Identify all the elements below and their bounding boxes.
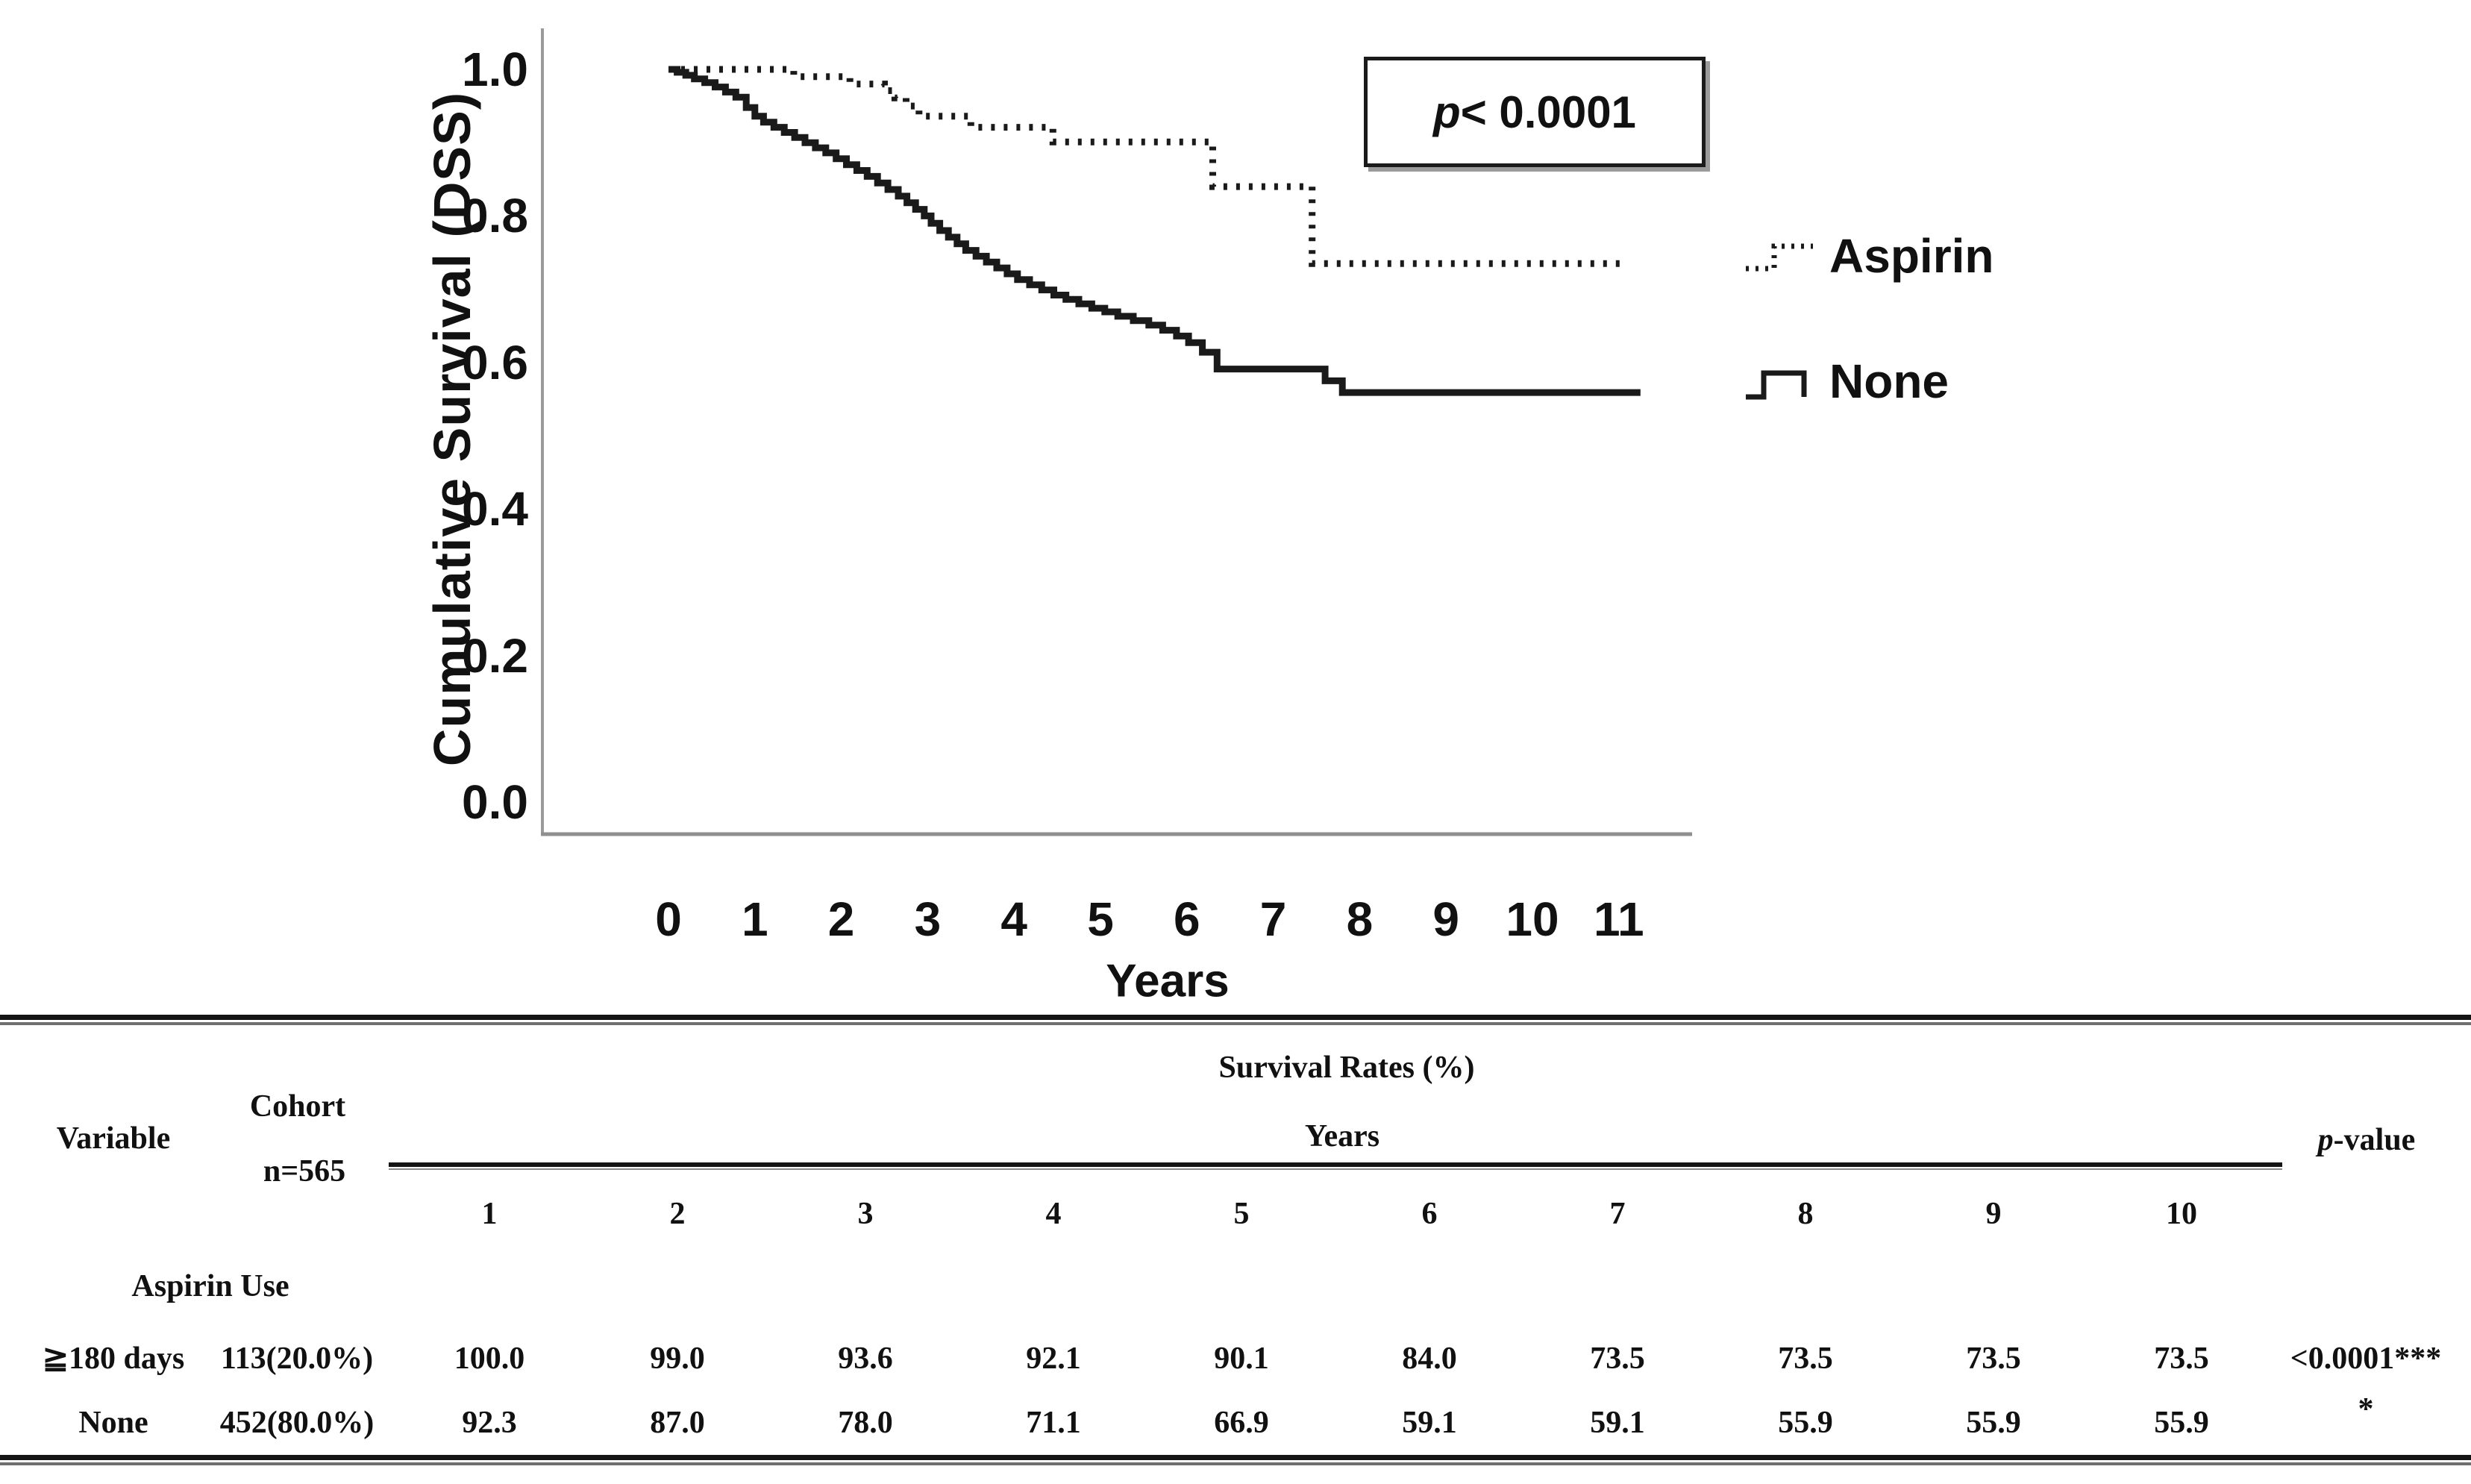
legend-label-none: None bbox=[1829, 354, 1949, 408]
table-top-rule bbox=[0, 1015, 2471, 1025]
table-cell-survival-rate: 73.5 bbox=[2154, 1341, 2209, 1376]
table-cell-pvalue: * bbox=[2358, 1392, 2374, 1427]
col-header-survival-rates: Survival Rates (%) bbox=[1218, 1051, 1475, 1085]
p-value-text: < 0.0001 bbox=[1460, 87, 1636, 137]
legend-label-aspirin: Aspirin bbox=[1829, 229, 1994, 283]
table-year-header: 8 bbox=[1797, 1197, 1814, 1231]
table-cell-survival-rate: 100.0 bbox=[454, 1341, 525, 1376]
x-tick-label: 9 bbox=[1432, 892, 1459, 946]
p-symbol: p bbox=[1433, 87, 1461, 137]
col-header-years: Years bbox=[1304, 1119, 1380, 1153]
x-tick-label: 5 bbox=[1087, 892, 1114, 946]
legend-item-aspirin: Aspirin bbox=[1744, 228, 1994, 284]
table-cell-survival-rate: 59.1 bbox=[1402, 1406, 1457, 1440]
y-tick-label: 0.6 bbox=[462, 335, 528, 389]
x-tick-label: 10 bbox=[1506, 892, 1559, 946]
table-bottom-rule bbox=[0, 1455, 2471, 1465]
table-cell-survival-rate: 55.9 bbox=[1966, 1406, 2021, 1440]
table-years-rule bbox=[389, 1162, 2282, 1170]
table-cell-survival-rate: 71.1 bbox=[1026, 1406, 1081, 1440]
y-tick-label: 0.0 bbox=[462, 775, 528, 829]
table-cell-survival-rate: 55.9 bbox=[2154, 1406, 2209, 1440]
p-symbol: p bbox=[2317, 1123, 2334, 1157]
y-tick-label: 0.2 bbox=[462, 628, 528, 683]
table-cell-survival-rate: 92.1 bbox=[1026, 1341, 1081, 1376]
aspirin-dotted-line-icon bbox=[1746, 243, 1813, 272]
x-tick-label: 3 bbox=[914, 892, 942, 946]
x-tick-label: 7 bbox=[1259, 892, 1287, 946]
table-year-header: 4 bbox=[1045, 1197, 1062, 1231]
table-year-header: 1 bbox=[481, 1197, 498, 1231]
x-tick-label: 2 bbox=[827, 892, 855, 946]
col-header-cohort: Cohort bbox=[249, 1089, 346, 1124]
table-year-header: 3 bbox=[857, 1197, 874, 1231]
none-solid-line-icon bbox=[1746, 370, 1807, 400]
survival-rates-table: Variable Cohort n=565 Survival Rates (%)… bbox=[0, 992, 2471, 1484]
x-tick-label: 8 bbox=[1346, 892, 1374, 946]
none-survival-curve bbox=[668, 66, 1641, 396]
table-cell-survival-rate: 84.0 bbox=[1402, 1341, 1457, 1376]
col-header-pvalue: p-value bbox=[2318, 1123, 2416, 1157]
table-cell-survival-rate: 90.1 bbox=[1214, 1341, 1269, 1376]
col-header-variable: Variable bbox=[56, 1121, 171, 1156]
section-row-aspirin-use: Aspirin Use bbox=[131, 1269, 289, 1303]
pvalue-suffix: -value bbox=[2333, 1123, 2416, 1157]
table-row-variable: None bbox=[78, 1406, 148, 1440]
x-tick-label: 11 bbox=[1593, 892, 1644, 946]
survival-chart: Cumulative Survival (DSS) 1.0 0.8 0.6 0.4 0.… bbox=[423, 28, 1994, 1007]
table-row-variable: ≧180 days bbox=[42, 1341, 185, 1376]
p-value-annotation-box: p < 0.0001 bbox=[1364, 57, 1706, 167]
x-tick-label: 0 bbox=[655, 892, 682, 946]
table-cell-survival-rate: 78.0 bbox=[838, 1406, 893, 1440]
table-row-cohort: 452(80.0%) bbox=[219, 1406, 375, 1440]
x-axis-title: Years bbox=[1106, 955, 1230, 1007]
table-cell-survival-rate: 55.9 bbox=[1778, 1406, 1833, 1440]
survival-plot-canvas bbox=[541, 28, 1692, 836]
table-cell-survival-rate: 87.0 bbox=[650, 1406, 705, 1440]
table-year-header: 6 bbox=[1421, 1197, 1438, 1231]
table-cell-survival-rate: 73.5 bbox=[1590, 1341, 1645, 1376]
table-year-header: 2 bbox=[669, 1197, 686, 1231]
table-row-cohort: 113(20.0%) bbox=[220, 1341, 374, 1376]
y-tick-label: 0.4 bbox=[462, 482, 528, 536]
y-tick-label: 1.0 bbox=[462, 43, 528, 96]
x-tick-label: 6 bbox=[1174, 892, 1200, 946]
x-tick-label: 1 bbox=[742, 892, 768, 946]
table-cell-pvalue: <0.0001*** bbox=[2290, 1341, 2442, 1376]
y-tick-label: 0.8 bbox=[462, 189, 528, 243]
table-cell-survival-rate: 66.9 bbox=[1214, 1406, 1269, 1440]
table-year-header: 7 bbox=[1609, 1197, 1626, 1231]
table-cell-survival-rate: 92.3 bbox=[462, 1406, 517, 1440]
table-year-header: 10 bbox=[2166, 1197, 2197, 1231]
table-year-header: 5 bbox=[1233, 1197, 1250, 1231]
legend-item-none: None bbox=[1744, 354, 1949, 409]
table-cell-survival-rate: 59.1 bbox=[1590, 1406, 1645, 1440]
table-cell-survival-rate: 73.5 bbox=[1966, 1341, 2021, 1376]
table-cell-survival-rate: 73.5 bbox=[1778, 1341, 1833, 1376]
table-year-header: 9 bbox=[1985, 1197, 2002, 1231]
aspirin-survival-curve bbox=[668, 66, 1623, 267]
table-cell-survival-rate: 93.6 bbox=[838, 1341, 893, 1376]
x-tick-label: 4 bbox=[1000, 892, 1027, 946]
table-cell-survival-rate: 99.0 bbox=[650, 1341, 705, 1376]
col-header-cohort-n: n=565 bbox=[263, 1154, 346, 1189]
